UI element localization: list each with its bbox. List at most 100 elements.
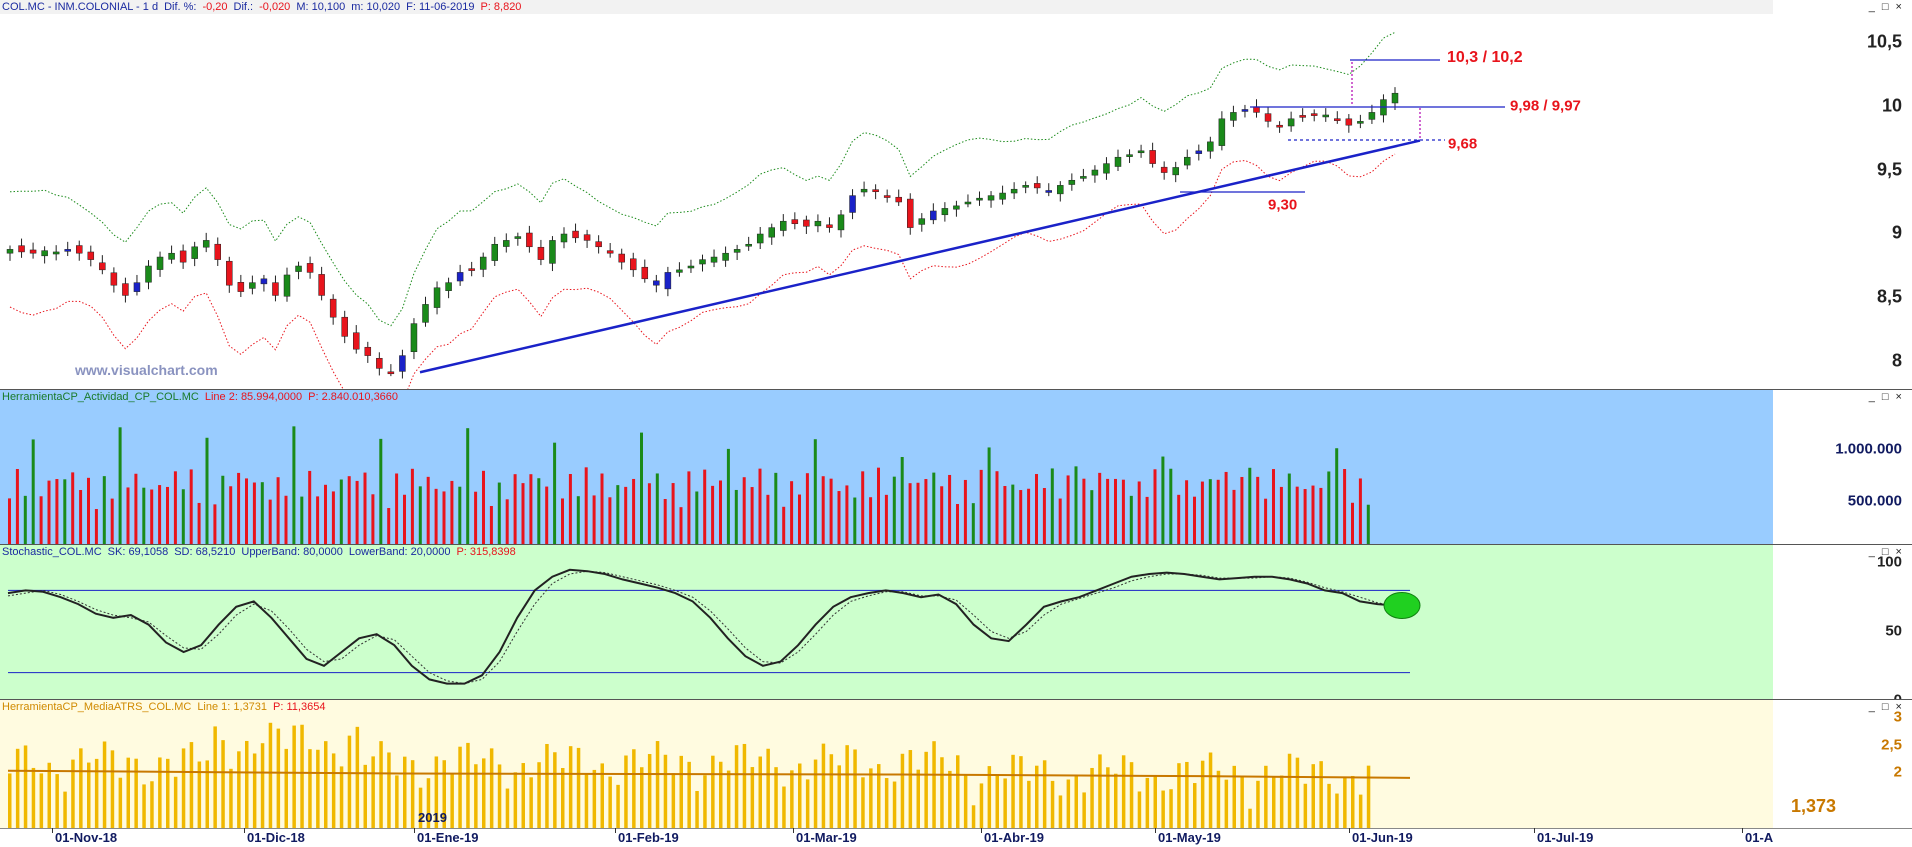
candle-body bbox=[733, 249, 741, 253]
candle-body bbox=[1276, 124, 1283, 128]
atr-bar bbox=[987, 766, 992, 828]
volume-bar bbox=[418, 486, 422, 545]
volume-bar bbox=[47, 480, 51, 545]
window-controls[interactable]: _ □ × bbox=[1868, 701, 1904, 713]
volume-bar bbox=[316, 496, 320, 545]
atr-bar bbox=[703, 775, 707, 828]
window-controls[interactable]: _ □ × bbox=[1868, 546, 1904, 558]
atr-bar bbox=[647, 754, 652, 828]
volume-bar bbox=[576, 496, 580, 545]
atr-bar bbox=[932, 741, 936, 828]
candle-body bbox=[803, 219, 810, 227]
volume-bar bbox=[695, 491, 699, 545]
atr-bar bbox=[134, 758, 138, 828]
candle-body bbox=[422, 304, 429, 323]
atr-bar bbox=[1208, 752, 1213, 828]
volume-bar bbox=[987, 447, 991, 545]
volume-bar bbox=[482, 470, 485, 545]
atr-bar bbox=[8, 773, 12, 828]
volume-bar bbox=[845, 485, 849, 545]
candle-body bbox=[756, 233, 764, 244]
volume-bar bbox=[719, 480, 722, 545]
candle-body bbox=[1137, 150, 1145, 154]
header-field: HerramientaCP_MediaATRS_COL.MC bbox=[2, 701, 192, 713]
candle-body bbox=[964, 201, 972, 205]
volume-bar bbox=[956, 504, 959, 545]
atr-bar bbox=[1035, 765, 1039, 828]
volume-bar bbox=[245, 478, 248, 545]
candle-body bbox=[953, 205, 960, 210]
candle-body bbox=[29, 249, 37, 254]
volume-bar bbox=[189, 469, 193, 545]
atr-bar bbox=[584, 774, 589, 828]
atr-bar bbox=[181, 748, 186, 828]
volume-chart-svg bbox=[8, 426, 1370, 545]
x-tick-mark bbox=[52, 828, 53, 833]
y-tick-label: 8 bbox=[1891, 350, 1902, 371]
candle-body bbox=[168, 252, 175, 260]
y-tick-label: 9 bbox=[1891, 222, 1902, 243]
volume-bar bbox=[355, 480, 359, 545]
candle-body bbox=[456, 272, 464, 282]
volume-bar bbox=[181, 489, 185, 545]
atr-bar bbox=[450, 773, 454, 828]
volume-bar bbox=[1343, 469, 1347, 545]
volume-bar bbox=[568, 474, 572, 545]
x-tick-label: 01-Mar-19 bbox=[796, 830, 857, 845]
header-field: Line 2: 85.994,0000 bbox=[204, 391, 303, 403]
candle-body bbox=[641, 266, 649, 280]
candle-body bbox=[814, 220, 822, 227]
atr-bar bbox=[750, 767, 755, 828]
candle-body bbox=[1080, 176, 1087, 179]
volume-bar bbox=[1185, 480, 1189, 545]
volume-bar bbox=[331, 491, 335, 545]
atr-bar bbox=[1264, 765, 1268, 828]
window-controls[interactable]: _ □ × bbox=[1868, 1, 1904, 13]
volume-bar bbox=[971, 503, 975, 545]
volume-bar bbox=[1035, 474, 1038, 545]
volume-bar bbox=[1240, 476, 1244, 545]
volume-bar bbox=[150, 489, 154, 545]
atr-bar bbox=[995, 774, 999, 828]
volume-bar bbox=[861, 471, 865, 545]
atr-bar bbox=[474, 764, 478, 828]
atr-bar bbox=[1121, 755, 1126, 828]
y-tick-label: 2,5 bbox=[1881, 736, 1902, 754]
atr-bar bbox=[726, 770, 731, 828]
volume-bar bbox=[1311, 485, 1315, 545]
y-tick-label: 10 bbox=[1881, 95, 1902, 116]
atr-bar bbox=[640, 767, 644, 828]
volume-bar bbox=[1129, 495, 1133, 545]
atr-bar bbox=[719, 761, 723, 828]
candle-body bbox=[52, 251, 60, 255]
atr-bar bbox=[1011, 754, 1015, 828]
y-tick-label: 9,5 bbox=[1876, 159, 1902, 180]
atr-bar bbox=[158, 757, 162, 828]
header-field: F: 11-06-2019 bbox=[406, 1, 475, 13]
volume-bar bbox=[774, 472, 778, 545]
atr-bar bbox=[339, 766, 344, 828]
candle-body bbox=[987, 195, 995, 201]
volume-bar bbox=[237, 472, 241, 545]
candle-body bbox=[687, 265, 695, 269]
atr-bar bbox=[908, 750, 913, 828]
atr-bar bbox=[545, 743, 549, 828]
window-controls[interactable]: _ □ × bbox=[1868, 391, 1904, 403]
volume-bar bbox=[869, 497, 873, 545]
candle-body bbox=[1091, 169, 1099, 176]
atr-bar bbox=[877, 764, 881, 828]
atr-bar bbox=[387, 752, 391, 828]
atr-bar bbox=[316, 749, 320, 828]
x-axis bbox=[0, 828, 1912, 847]
candle-body bbox=[329, 298, 337, 318]
volume-bar bbox=[363, 472, 367, 545]
atr-bar bbox=[47, 762, 51, 828]
atr-bar bbox=[482, 758, 486, 828]
candle-body bbox=[122, 283, 129, 296]
atr-bar bbox=[1027, 780, 1031, 828]
volume-bar bbox=[1050, 468, 1054, 545]
candle-body bbox=[710, 256, 718, 263]
atr-bar bbox=[142, 784, 146, 828]
candle-body bbox=[353, 332, 360, 350]
volume-bar bbox=[750, 487, 754, 545]
